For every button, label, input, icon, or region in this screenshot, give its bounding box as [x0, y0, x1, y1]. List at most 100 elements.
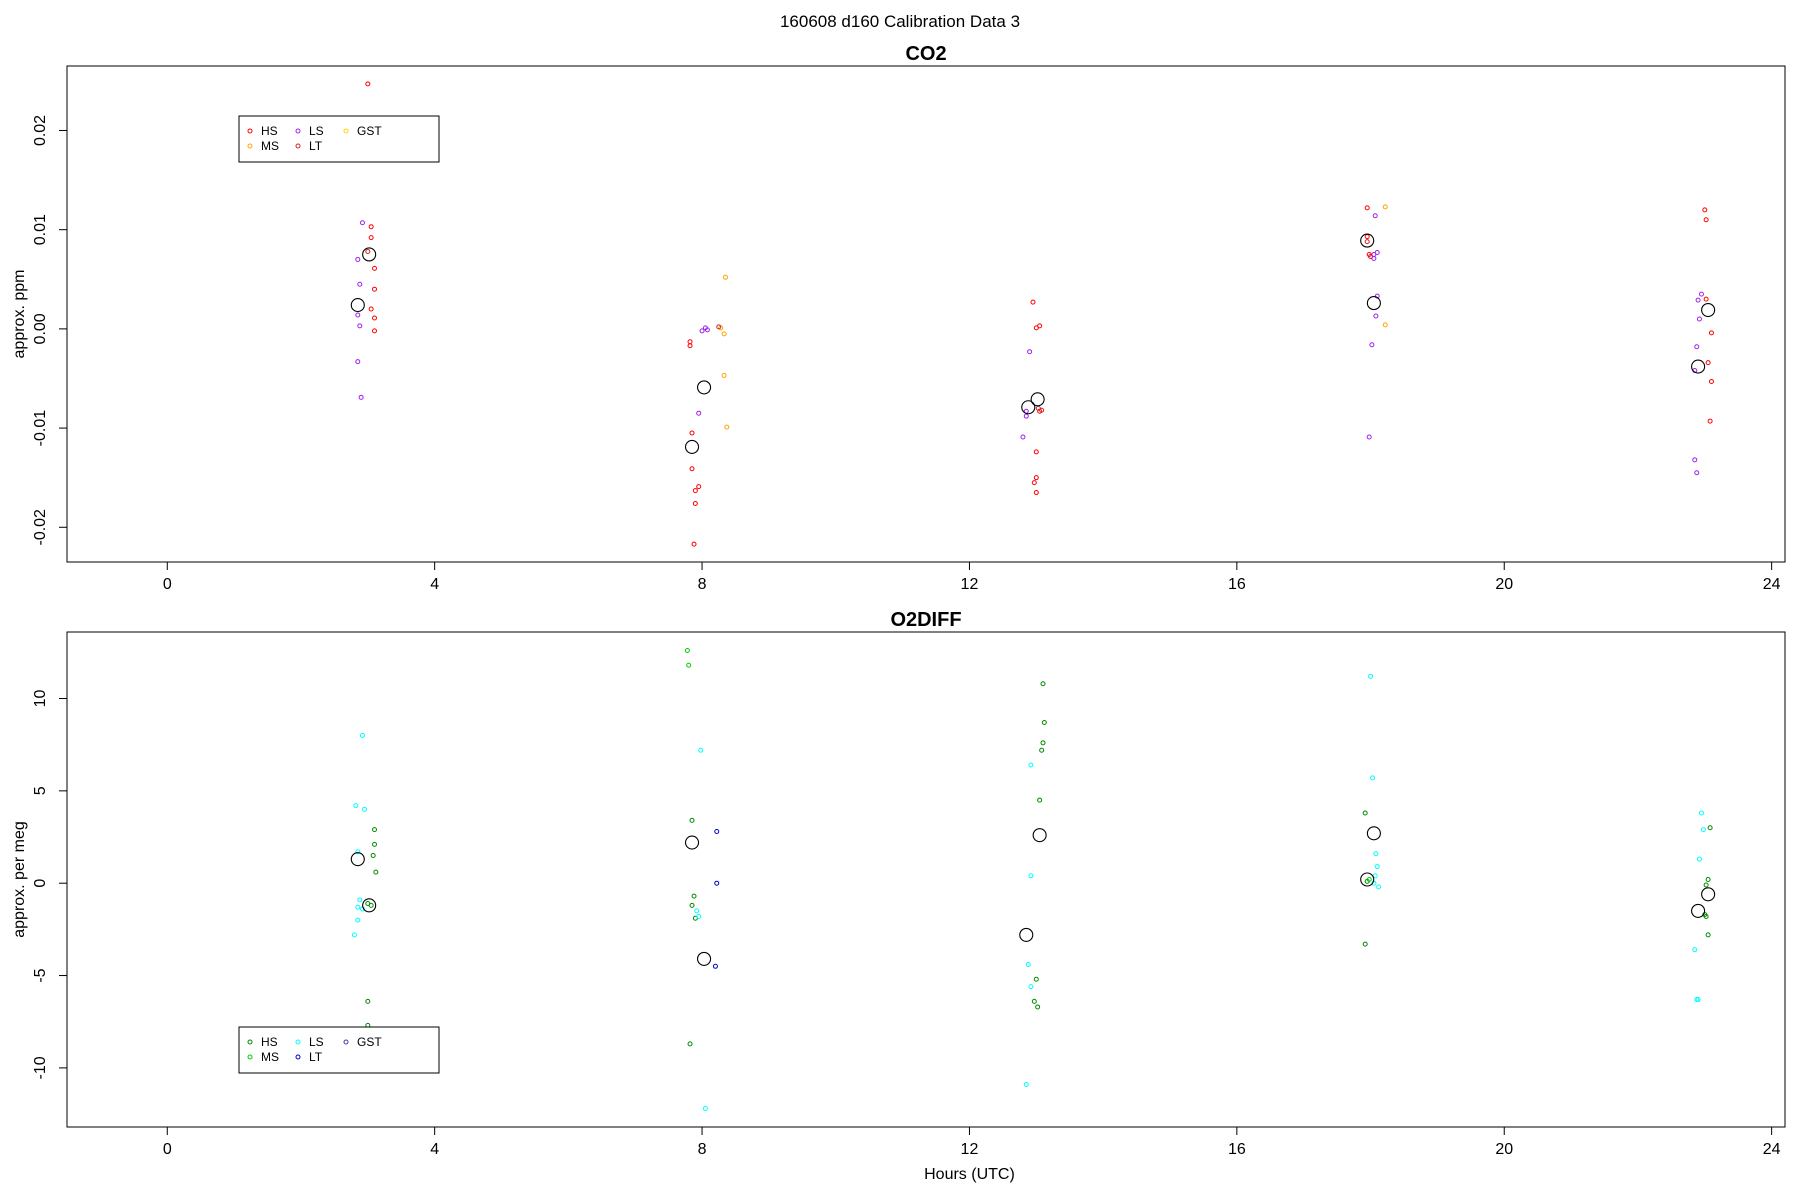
o2diff-y-tick-label: 0	[32, 879, 49, 888]
o2diff-point-hs	[372, 841, 378, 847]
o2diff-point-ls	[1374, 864, 1380, 870]
co2-point-hs	[691, 541, 697, 547]
o2diff-y-tick-label: -10	[32, 1056, 49, 1079]
o2diff-legend-marker	[295, 1039, 301, 1045]
co2-point-ls	[357, 323, 363, 329]
co2-y-tick-label: 0.00	[32, 313, 49, 344]
o2diff-point-hs	[373, 869, 379, 875]
co2-point-hs	[1364, 234, 1370, 240]
o2diff-point-hs	[689, 902, 695, 908]
o2diff-x-tick-label: 12	[961, 1141, 979, 1158]
co2-point-hs	[372, 315, 378, 321]
co2-point-hs	[1702, 207, 1708, 213]
co2-point-hs	[1703, 296, 1709, 302]
o2diff-point-hs	[1037, 797, 1043, 803]
co2-legend-marker	[247, 128, 253, 134]
o2diff-point-ls	[1372, 873, 1378, 879]
co2-mean-point	[1701, 302, 1716, 318]
o2diff-point-lt	[712, 963, 718, 969]
o2diff-y-axis-label: approx. per meg	[11, 821, 28, 938]
co2-point-ls	[1692, 457, 1698, 463]
o2diff-y-tick-label: 10	[32, 689, 49, 707]
co2-point-ms	[721, 373, 727, 379]
co2-x-tick-label: 20	[1495, 576, 1513, 593]
o2diff-mean-point	[1366, 826, 1381, 841]
o2diff-point-hs	[1362, 941, 1368, 947]
co2-point-ls	[1696, 316, 1702, 322]
o2diff-y-tick-label: 5	[32, 786, 49, 795]
co2-point-hs	[372, 328, 378, 334]
co2-x-tick-label: 24	[1763, 576, 1781, 593]
co2-y-tick-label: 0.02	[32, 115, 49, 146]
co2-point-hs	[696, 484, 702, 490]
o2diff-point-ls	[1370, 775, 1376, 781]
o2diff-point-ms	[686, 662, 692, 668]
co2-point-hs	[692, 500, 698, 506]
o2diff-point-ls	[1028, 984, 1034, 990]
co2-point-ls	[1369, 342, 1375, 348]
o2diff-legend-marker	[247, 1039, 253, 1045]
co2-legend-marker	[295, 143, 301, 149]
o2diff-point-hs	[365, 998, 371, 1004]
o2diff-point-hs	[691, 893, 697, 899]
o2diff-point-ls	[702, 1106, 708, 1112]
co2-point-ms	[724, 424, 730, 430]
o2diff-point-hs	[1040, 681, 1046, 687]
co2-mean-point	[1021, 400, 1036, 415]
co2-point-hs	[365, 81, 371, 87]
o2diff-point-ls	[355, 849, 361, 855]
co2-point-hs	[1033, 490, 1039, 496]
co2-point-ls	[1371, 255, 1377, 261]
co2-point-hs	[372, 265, 378, 271]
co2-point-ls	[357, 281, 363, 287]
o2diff-point-hs	[687, 1041, 693, 1047]
o2diff-point-ls	[1028, 762, 1034, 768]
o2diff-point-ls	[696, 913, 702, 919]
co2-point-ls	[704, 327, 710, 333]
co2-point-ls	[1373, 313, 1379, 319]
co2-point-hs	[368, 235, 374, 241]
o2diff-point-ls	[1700, 827, 1706, 833]
o2diff-x-tick-label: 0	[163, 1141, 172, 1158]
co2-mean-point	[1030, 392, 1045, 407]
o2diff-legend-marker	[295, 1054, 301, 1060]
co2-point-ls	[1695, 297, 1701, 303]
o2diff-point-ls	[1695, 997, 1701, 1003]
o2diff-x-tick-label: 4	[430, 1141, 439, 1158]
o2diff-point-ls	[361, 806, 367, 812]
co2-x-tick-label: 16	[1228, 576, 1246, 593]
co2-mean-point	[1366, 296, 1381, 311]
co2-point-hs	[1708, 330, 1714, 336]
o2diff-point-hs	[1705, 877, 1711, 882]
o2diff-mean-point	[684, 835, 700, 850]
o2diff-legend-label: LT	[309, 1050, 323, 1064]
o2diff-point-lt	[714, 880, 720, 886]
o2diff-point-ls	[1692, 947, 1698, 953]
co2-point-lt	[716, 324, 722, 330]
co2-point-hs	[687, 339, 693, 345]
co2-point-ls	[359, 220, 365, 226]
o2diff-point-hs	[1031, 998, 1037, 1004]
co2-point-hs	[1707, 418, 1713, 424]
co2-point-hs	[689, 430, 695, 436]
co2-point-ls	[1027, 349, 1033, 355]
o2diff-point-hs	[1707, 825, 1713, 831]
o2diff-point-ls	[698, 747, 704, 753]
o2diff-panel: O2DIFF 0 4 8 12 16 20 24 -10 -5 0 5 10 approx. per me…	[11, 609, 1786, 1183]
co2-point-ls	[1366, 434, 1372, 440]
co2-legend-marker	[247, 143, 253, 149]
o2diff-mean-point	[362, 898, 377, 913]
o2diff-point-hs	[1703, 882, 1709, 888]
o2diff-mean-point	[350, 852, 365, 867]
o2diff-legend-label: GST	[357, 1035, 382, 1049]
co2-y-axis-label: approx. ppm	[11, 270, 28, 359]
co2-mean-point	[362, 247, 377, 262]
co2-point-hs	[372, 286, 378, 292]
o2diff-x-tick-label: 20	[1495, 1141, 1513, 1158]
co2-mean-point	[684, 439, 700, 454]
co2-x-tick-label: 4	[430, 576, 439, 593]
o2diff-point-ls	[1028, 873, 1034, 879]
o2diff-point-ls	[1368, 673, 1374, 679]
co2-y-tick-label: -0.02	[32, 509, 49, 546]
co2-point-hs	[1703, 217, 1709, 223]
